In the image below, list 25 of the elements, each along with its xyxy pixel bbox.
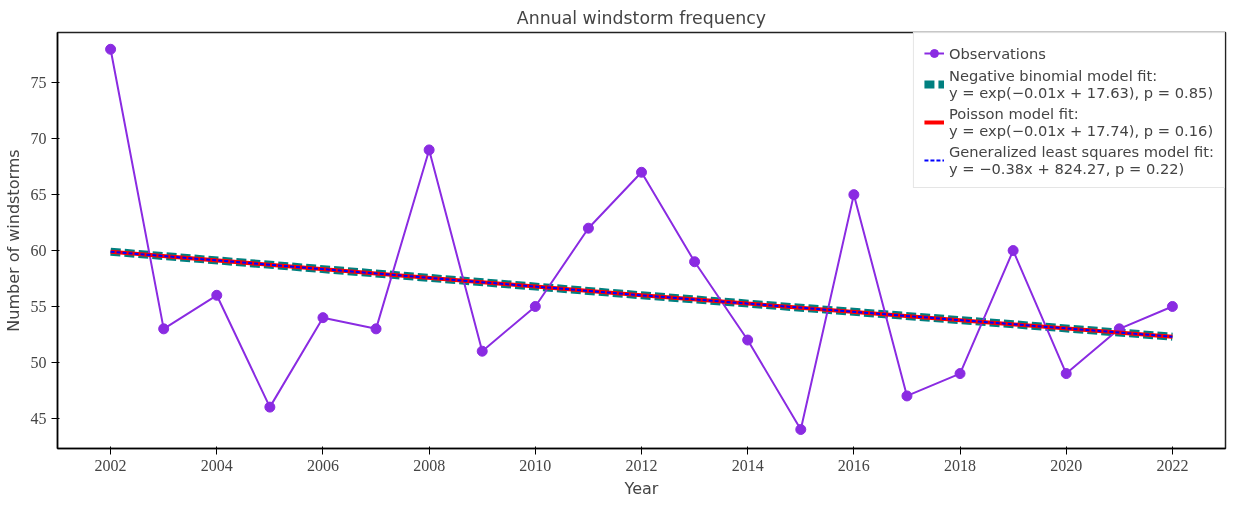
y-tick-label: 75: [30, 74, 47, 92]
chart-title: Annual windstorm frequency: [516, 7, 767, 28]
legend-label: Observations: [948, 44, 1046, 62]
x-tick-label: 2014: [731, 456, 764, 474]
x-tick-label: 2022: [1156, 456, 1189, 474]
x-tick-label: 2010: [519, 456, 552, 474]
x-tick-label: 2012: [625, 456, 658, 474]
x-tick-label: 2004: [200, 456, 233, 474]
y-axis-title: Number of windstorms: [3, 149, 23, 332]
legend-label: Negative binomial model fit: y = exp(−0.01x + 17.63), p = 0.85): [948, 67, 1214, 101]
legend-label: Poisson model fit: y = exp(−0.01x + 17.74), p = 0.16): [948, 105, 1214, 139]
x-tick-label: 2008: [413, 456, 446, 474]
y-tick-label: 45: [30, 409, 47, 427]
y-tick-label: 60: [30, 242, 47, 260]
y-tick-label: 70: [30, 130, 47, 148]
x-tick-label: 2018: [944, 456, 977, 474]
x-tick-label: 2006: [306, 456, 339, 474]
legend-label: Generalized least squares model fit: y = −0.38x + 824.27, p = 0.22): [948, 143, 1214, 177]
x-tick-label: 2016: [837, 456, 870, 474]
y-tick-label: 50: [30, 353, 47, 371]
x-tick-label: 2020: [1050, 456, 1083, 474]
y-tick-label: 65: [30, 186, 47, 204]
y-tick-label: 55: [30, 297, 47, 315]
x-tick-label: 2002: [94, 456, 127, 474]
x-axis-title: Year: [623, 478, 659, 498]
